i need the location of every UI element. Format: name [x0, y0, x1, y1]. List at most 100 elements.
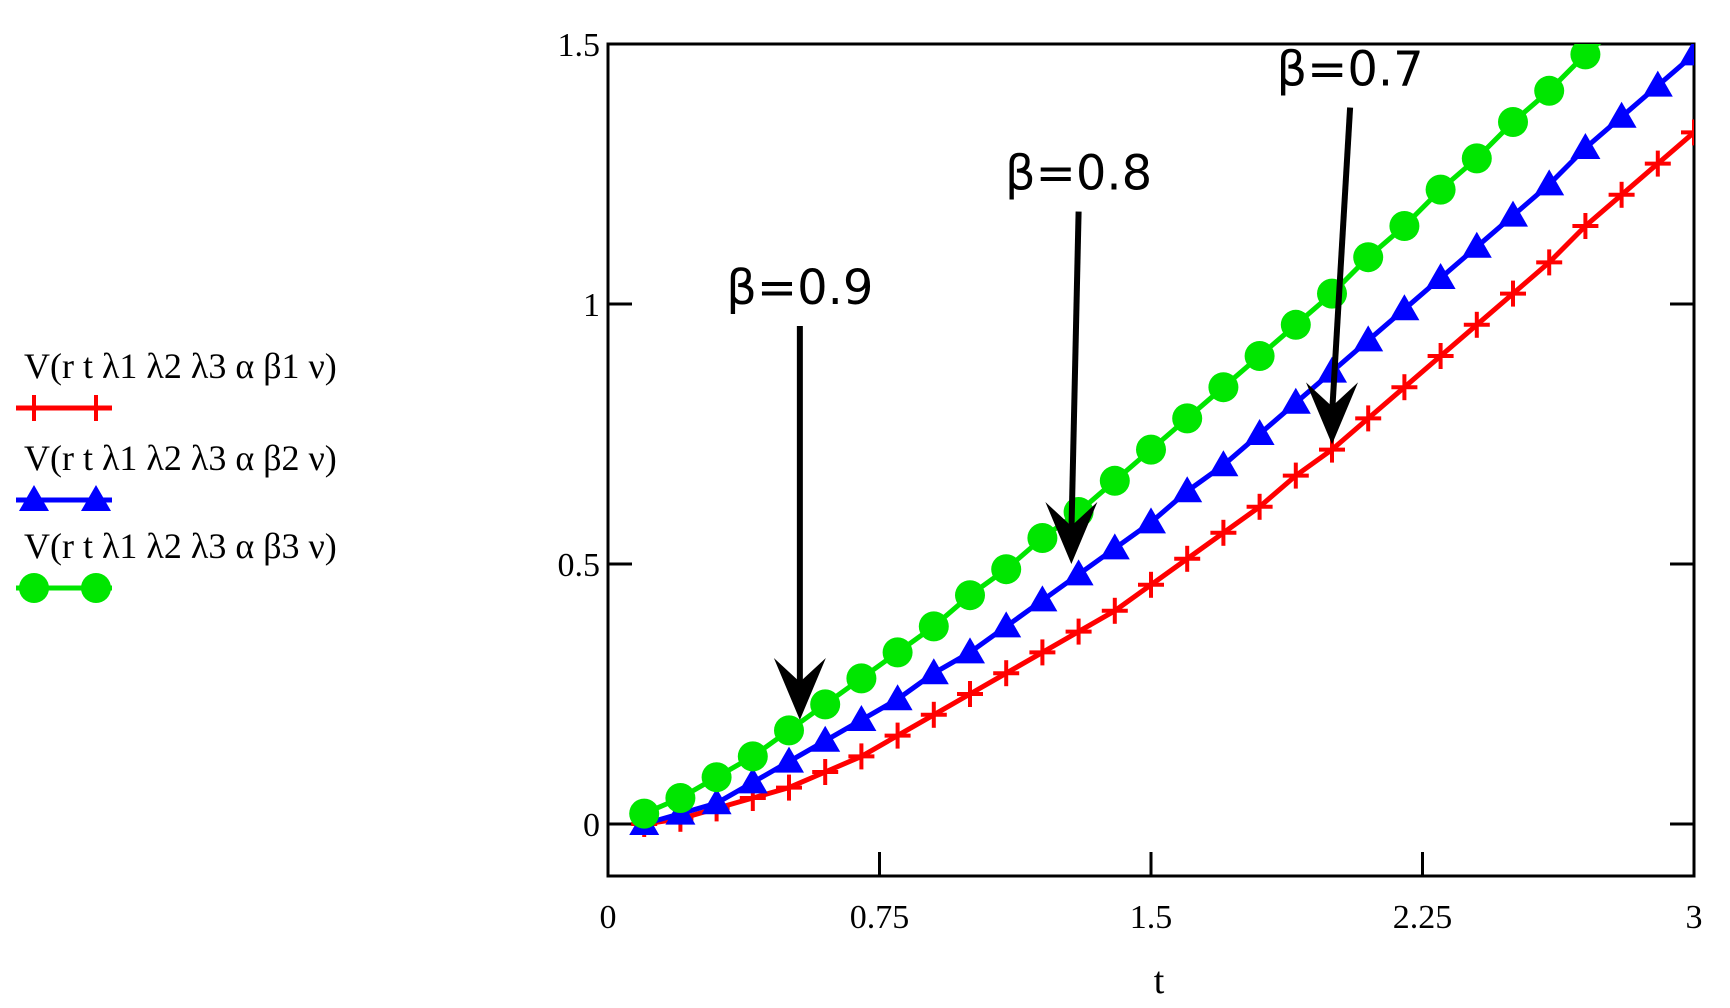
data-point-circle — [1534, 75, 1565, 106]
y-tick-label: 1 — [583, 287, 600, 324]
data-point-plus — [1210, 519, 1237, 546]
data-point-plus — [812, 759, 839, 785]
data-point-circle — [629, 798, 660, 829]
data-point-triangle — [1461, 231, 1492, 258]
data-point-triangle — [1099, 533, 1130, 560]
data-point-triangle — [1136, 507, 1166, 534]
legend-marker — [81, 573, 111, 603]
data-point-plus — [776, 774, 802, 801]
data-point-plus — [1681, 119, 1694, 146]
series-3 — [629, 8, 1637, 829]
x-tick-label: 2.25 — [1393, 899, 1453, 936]
data-point-circle — [991, 554, 1022, 585]
data-point-plus — [1138, 571, 1164, 598]
annotation-label: β=0.7 — [1277, 42, 1424, 98]
data-point-plus — [1101, 597, 1128, 624]
data-point-plus — [920, 701, 947, 728]
y-tick-label: 0.5 — [558, 547, 601, 584]
data-point-plus — [1029, 639, 1056, 666]
data-point-triangle — [1353, 325, 1384, 352]
data-point-circle — [774, 715, 804, 746]
data-point-triangle — [774, 746, 804, 773]
legend-marker — [81, 485, 111, 511]
data-point-plus — [1174, 545, 1201, 572]
x-tick-label: 0 — [600, 899, 617, 936]
data-point-circle — [955, 580, 985, 611]
annotation-arrow-shaft — [1068, 211, 1082, 535]
data-point-triangle — [1244, 419, 1275, 445]
data-point-triangle — [737, 767, 768, 794]
data-point-triangle — [701, 788, 732, 815]
x-tick-label: 0.75 — [850, 899, 910, 936]
data-point-circle — [1353, 242, 1384, 273]
x-axis-title: t — [1154, 960, 1165, 1002]
data-point-triangle — [918, 658, 949, 685]
data-point-triangle — [1534, 169, 1565, 196]
data-point-triangle — [810, 725, 841, 752]
data-point-triangle — [1280, 387, 1311, 414]
x-tick-label: 3 — [1686, 899, 1703, 936]
series-line-1 — [643, 130, 1694, 827]
series-layer — [629, 8, 1694, 837]
legend: V(r t λ1 λ2 λ3 α β1 ν) V(r t λ1 λ2 λ3 α β… — [16, 346, 337, 603]
annotation-arrow-shaft — [1329, 107, 1354, 415]
data-point-plus — [957, 681, 983, 707]
data-point-triangle — [1063, 559, 1094, 586]
data-point-circle — [1389, 211, 1420, 241]
annotation-arrow-head — [1306, 382, 1358, 445]
data-point-circle — [1280, 309, 1311, 340]
data-point-plus — [1427, 343, 1454, 369]
data-point-plus — [993, 660, 1020, 687]
data-point-circle — [1099, 465, 1130, 496]
data-point-plus — [1536, 249, 1563, 276]
data-point-circle — [918, 611, 949, 642]
data-point-plus — [1500, 280, 1526, 307]
axis-ticks: 0 0.75 1.5 2.25 3 0 0.5 1 1.5 — [558, 27, 1703, 936]
data-point-triangle — [1679, 44, 1694, 66]
data-point-circle — [701, 762, 732, 793]
data-point-triangle — [1570, 133, 1601, 159]
annotation-layer: β=0.9 β=0.8 β=0.7 — [726, 42, 1424, 720]
legend-label: V(r t λ1 λ2 λ3 α β2 ν) — [24, 438, 337, 478]
y-tick-label: 1.5 — [558, 27, 601, 64]
legend-label: V(r t λ1 λ2 λ3 α β3 ν) — [24, 526, 337, 566]
legend-marker — [21, 395, 47, 421]
legend-marker — [19, 573, 49, 603]
data-point-plus — [884, 722, 911, 749]
data-point-triangle — [1389, 294, 1420, 321]
data-point-plus — [1463, 311, 1490, 338]
data-point-triangle — [1642, 70, 1673, 97]
data-point-circle — [1498, 107, 1528, 137]
annotation-arrow-head — [1045, 502, 1098, 564]
data-point-plus — [1282, 462, 1309, 489]
data-point-triangle — [1027, 585, 1058, 612]
data-point-plus — [1391, 374, 1418, 401]
data-point-circle — [1425, 174, 1456, 205]
data-point-plus — [848, 743, 875, 770]
data-point-circle — [1136, 434, 1166, 465]
data-point-triangle — [1425, 263, 1456, 289]
series-2 — [629, 44, 1694, 835]
data-point-circle — [882, 637, 913, 668]
x-tick-label: 1.5 — [1130, 899, 1173, 936]
legend-marker — [19, 485, 49, 511]
data-point-plus — [1572, 213, 1599, 239]
data-point-triangle — [1498, 200, 1528, 227]
data-point-circle — [1461, 143, 1492, 174]
annotation-label: β=0.8 — [1005, 146, 1152, 202]
data-point-triangle — [1606, 101, 1637, 128]
data-point-circle — [1607, 8, 1637, 38]
y-tick-label: 0 — [583, 807, 600, 844]
data-point-circle — [1027, 523, 1058, 553]
data-point-triangle — [846, 705, 877, 731]
data-point-circle — [665, 783, 696, 813]
data-point-triangle — [1208, 450, 1239, 477]
data-point-triangle — [991, 611, 1022, 638]
data-point-circle — [846, 663, 877, 694]
data-point-triangle — [1172, 476, 1203, 503]
data-point-circle — [1570, 44, 1601, 70]
legend-label: V(r t λ1 λ2 λ3 α β1 ν) — [24, 346, 337, 386]
data-point-circle — [810, 689, 841, 720]
data-point-plus — [1644, 150, 1671, 177]
